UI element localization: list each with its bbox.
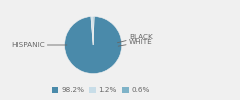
Text: BLACK: BLACK xyxy=(117,34,153,43)
Legend: 98.2%, 1.2%, 0.6%: 98.2%, 1.2%, 0.6% xyxy=(49,84,153,96)
Wedge shape xyxy=(93,16,94,45)
Wedge shape xyxy=(91,16,93,45)
Text: WHITE: WHITE xyxy=(118,39,153,46)
Text: HISPANIC: HISPANIC xyxy=(11,42,67,48)
Wedge shape xyxy=(65,16,122,74)
